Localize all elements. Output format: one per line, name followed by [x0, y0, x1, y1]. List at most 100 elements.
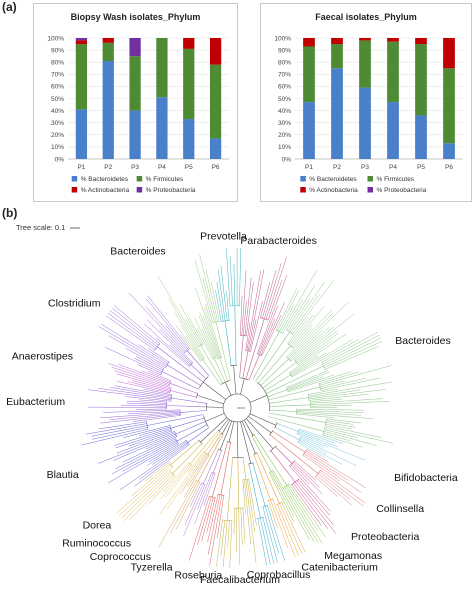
tree-branch	[157, 346, 204, 383]
tree-branch-arc	[208, 495, 216, 499]
tree-branch-arc	[179, 409, 181, 416]
tree-branch	[198, 315, 217, 358]
y-tick-label: 30%	[51, 120, 64, 127]
tree-branch	[113, 305, 160, 344]
tree-branch	[168, 298, 199, 347]
tree-branch	[217, 269, 226, 321]
tree-branch-arc	[322, 427, 326, 436]
tree-branch-arc	[262, 505, 269, 508]
tree-branch	[286, 309, 333, 358]
tree-branch	[203, 473, 216, 507]
bar-segment	[129, 110, 141, 159]
tree-branch-arc	[200, 482, 206, 486]
tree-branch	[122, 436, 177, 463]
tree-branch	[147, 347, 170, 363]
tree-branch	[146, 298, 189, 350]
tree-branch	[147, 370, 171, 381]
bar-segment	[331, 44, 343, 69]
tree-branch	[298, 431, 339, 448]
tree-branch	[207, 494, 221, 555]
y-tick-label: 40%	[51, 108, 64, 115]
tree-branch	[325, 425, 382, 438]
tree-branch	[121, 471, 171, 519]
tree-branch	[127, 400, 167, 404]
tree-branch	[267, 389, 288, 398]
legend-label: % Firmicutes	[377, 176, 415, 183]
tree-branch	[298, 440, 343, 465]
tree-branch	[264, 263, 282, 319]
clade-label: Proteobacteria	[351, 531, 419, 543]
tree-branch	[172, 443, 203, 474]
tree-branch-arc	[239, 335, 247, 337]
clade-label: Bifidobacteria	[394, 472, 458, 484]
tree-branch	[123, 425, 170, 438]
tree-branch	[275, 288, 297, 331]
tree-branch-arc	[170, 394, 173, 402]
tree-branch	[296, 413, 335, 419]
bar-segment	[102, 60, 114, 159]
bar-segment	[209, 64, 222, 139]
y-tick-label: 10%	[51, 144, 64, 151]
tree-branch	[157, 275, 200, 347]
tree-branch	[322, 334, 380, 365]
tree-branch	[245, 318, 265, 380]
x-tick-label: P6	[445, 164, 453, 171]
legend-label: % Bacteroidetes	[81, 176, 129, 183]
legend-label: % Actinobacteria	[81, 187, 130, 194]
tree-branch	[264, 506, 279, 553]
tree-branch	[175, 324, 202, 361]
tree-branch	[265, 257, 287, 320]
tree-branch	[260, 358, 289, 386]
tree-branch	[297, 433, 328, 448]
bar-segment	[183, 38, 195, 49]
x-tick-label: P5	[417, 164, 425, 171]
tree-branch	[256, 452, 280, 504]
tree-branch	[189, 430, 219, 465]
tree-branch	[114, 428, 171, 446]
tree-branch	[266, 365, 324, 394]
tree-branch	[281, 502, 306, 553]
tree-branch	[104, 346, 162, 374]
tree-branch	[270, 499, 289, 549]
tree-branch-arc	[276, 501, 283, 505]
bar-segment	[75, 38, 88, 41]
tree-branch	[204, 307, 221, 358]
clade-label: Coprococcus	[90, 551, 151, 563]
tree-branch	[147, 440, 187, 466]
tree-branch-arc	[269, 445, 277, 452]
bar-segment	[359, 38, 371, 41]
tree-branch	[320, 377, 380, 391]
tree-branch	[297, 432, 365, 461]
tree-branch	[127, 381, 171, 392]
bar-segment	[415, 38, 427, 45]
x-tick-label: P1	[305, 164, 313, 171]
y-tick-label: 80%	[278, 60, 291, 67]
tree-branch	[291, 484, 322, 526]
tree-branch	[277, 289, 300, 331]
tree-branch	[287, 317, 309, 344]
tree-branch	[248, 463, 261, 518]
bar-segment	[303, 38, 315, 47]
tree-branch	[268, 416, 324, 432]
tree-branch	[296, 408, 365, 411]
tree-branch	[132, 380, 171, 391]
tree-branch	[197, 328, 213, 360]
tree-branch	[115, 385, 172, 397]
tree-branch	[296, 411, 362, 416]
tree-branch	[280, 269, 318, 333]
tree-branch	[215, 321, 231, 381]
clade-label: Coprobacillus	[247, 569, 311, 581]
tree-branch	[285, 485, 323, 544]
tree-branch	[118, 466, 173, 516]
tree-branch	[324, 429, 358, 438]
tree-branch	[180, 453, 208, 495]
tree-branch	[226, 248, 231, 307]
tree-branch	[279, 305, 294, 332]
chart-title: Faecal isolates_Phylum	[315, 12, 417, 22]
tree-branch	[319, 365, 392, 386]
bar-segment	[102, 42, 114, 61]
tree-branch	[247, 269, 265, 351]
tree-branch	[249, 395, 268, 403]
tree-branch	[220, 442, 231, 495]
